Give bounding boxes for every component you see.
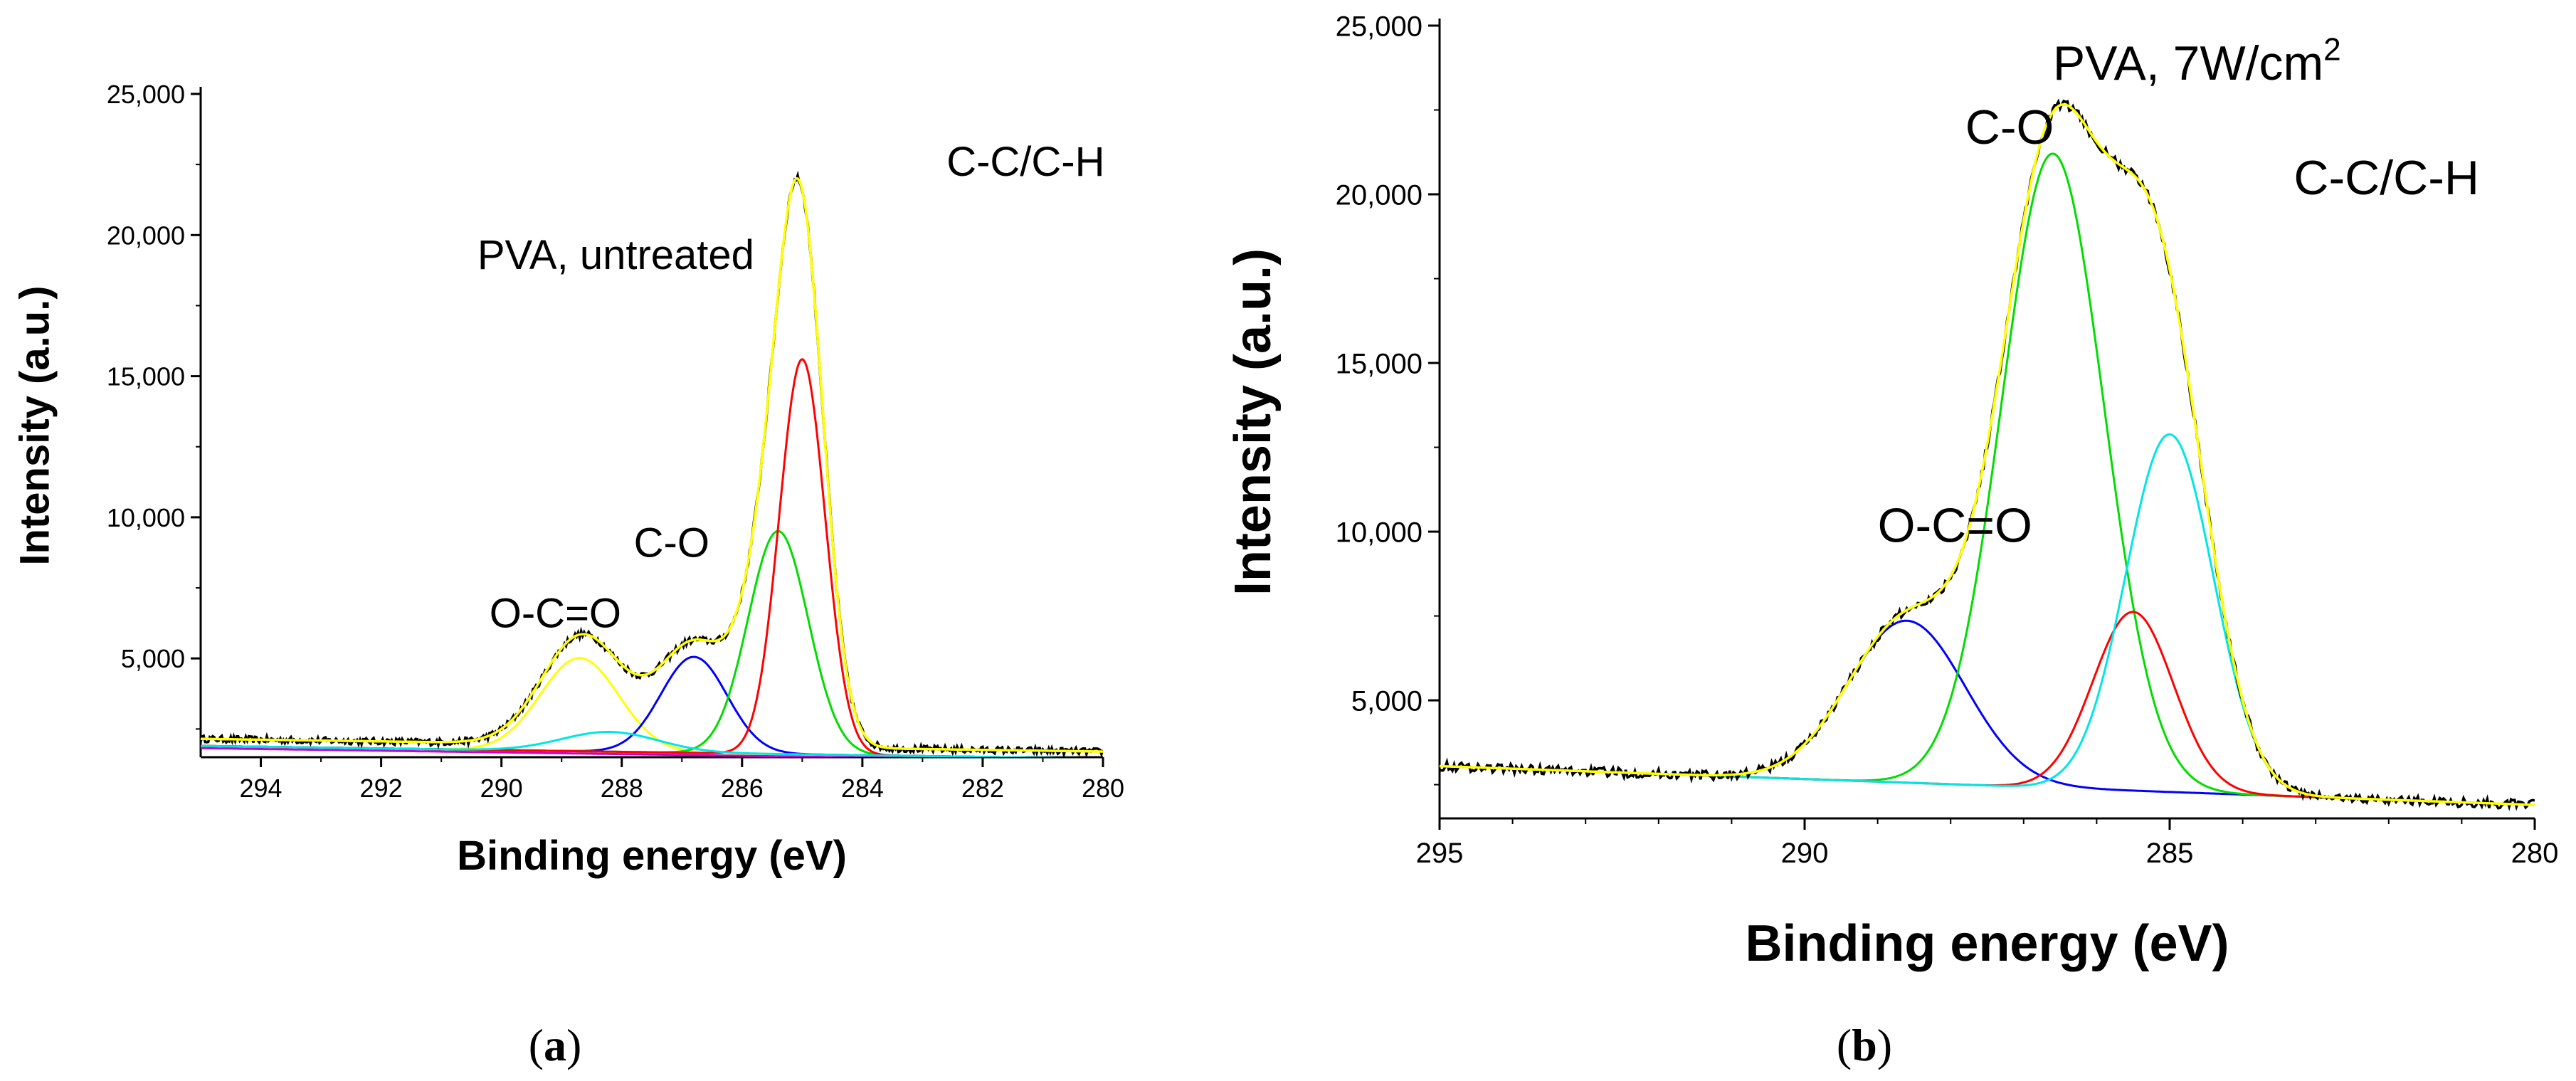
y-axis-title: Intensity (a.u.): [1225, 248, 1282, 596]
y-tick-label: 25,000: [1336, 11, 1422, 42]
y-axis-title: Intensity (a.u.): [11, 285, 58, 565]
component-peak-line: [201, 730, 1081, 757]
y-tick-label: 25,000: [107, 80, 185, 109]
panel-label-b: (b): [1837, 1020, 1892, 1070]
peak-annotation: C-C/C-H: [946, 139, 1104, 185]
component-peak-line: [1440, 152, 2535, 806]
plot-area: [201, 170, 1103, 757]
x-tick-label: 285: [2146, 838, 2194, 869]
y-tick-label: 15,000: [1336, 348, 1422, 379]
x-tick-label: 284: [841, 774, 884, 803]
x-axis-title: Binding energy (eV): [1745, 915, 2229, 972]
component-peak-line: [1440, 619, 2535, 806]
y-tick-label: 20,000: [107, 221, 185, 250]
peak-annotation: O-C=O: [490, 591, 621, 637]
panel-b: 5,000 10,000 15,000 20,000 25,000 295 290 285 28…: [1225, 11, 2558, 972]
peak-annotation: C-O: [634, 520, 709, 566]
y-tick-label: 10,000: [107, 503, 185, 532]
x-tick-label: 282: [961, 774, 1004, 803]
x-tick-label: 288: [601, 774, 643, 803]
peak-annotation: C-C/C-H: [2293, 151, 2479, 205]
fit-envelope-line: [1440, 103, 2535, 806]
y-tick-label: 5,000: [121, 644, 185, 673]
x-tick-label: 290: [480, 774, 523, 803]
x-tick-label: 286: [721, 774, 764, 803]
component-peak-line: [1440, 611, 2535, 806]
y-tick-label: 5,000: [1351, 685, 1422, 717]
peak-annotation: PVA, 7W/cm2: [2053, 33, 2341, 90]
experimental-spectrum-line: [201, 170, 1103, 757]
peak-annotation: PVA, untreated: [477, 232, 754, 278]
y-tick-label: 10,000: [1336, 517, 1422, 548]
panel-label-a: (a): [529, 1020, 582, 1070]
component-peak-line: [1440, 433, 2535, 806]
y-tick-label: 20,000: [1336, 179, 1422, 211]
x-tick-label: 295: [1416, 838, 1464, 869]
x-tick-label: 280: [2511, 838, 2559, 869]
peak-annotation: O-C=O: [1878, 498, 2032, 552]
x-tick-label: 280: [1082, 774, 1124, 803]
panel-a: 5,000 10,000 15,000 20,000 25,000 294 292 290 28…: [11, 80, 1124, 879]
baseline-line: [201, 747, 920, 757]
experimental-spectrum-line: [1440, 98, 2535, 812]
peak-annotation: C-O: [1965, 100, 2054, 154]
x-axis-title: Binding energy (eV): [457, 833, 847, 879]
y-tick-label: 15,000: [107, 362, 185, 391]
fit-envelope-line: [201, 177, 1103, 753]
plot-area: [1440, 98, 2535, 812]
x-tick-label: 290: [1781, 838, 1829, 869]
x-tick-label: 294: [239, 774, 282, 803]
x-tick-label: 292: [360, 774, 403, 803]
